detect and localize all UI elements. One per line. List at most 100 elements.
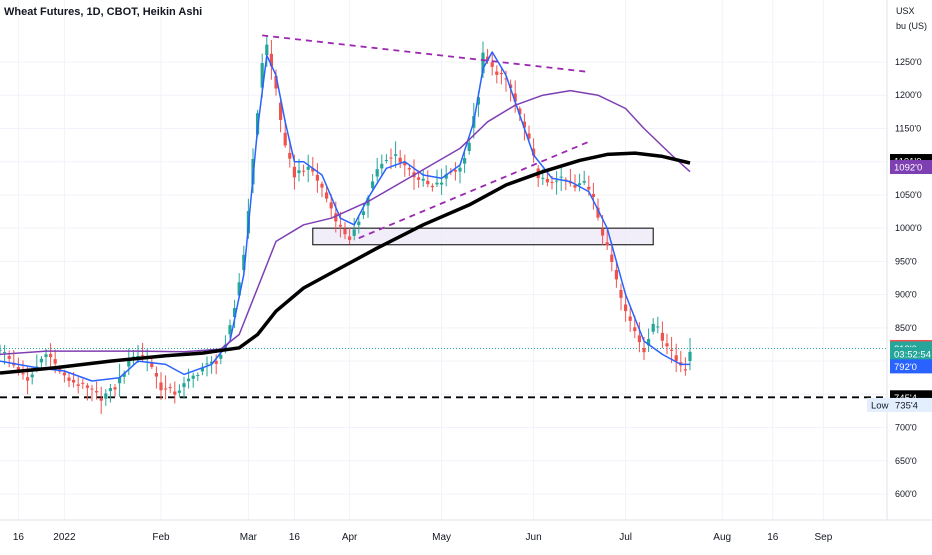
candle-down: [274, 75, 278, 89]
candle-up: [394, 154, 398, 156]
candle-down: [490, 62, 494, 67]
candle-down: [601, 228, 605, 236]
x-tick-label: 16: [13, 532, 25, 543]
trendline: [358, 140, 590, 239]
candle-down: [518, 108, 522, 115]
candle-down: [398, 157, 402, 163]
candle-down: [154, 373, 158, 377]
candle-down: [67, 377, 71, 381]
candle-up: [191, 375, 195, 379]
moving-average-fast: [0, 51, 690, 382]
candle-up: [357, 221, 361, 226]
candle-up: [481, 52, 485, 74]
candle-down: [499, 72, 503, 75]
candle-up: [444, 174, 448, 179]
candle-up: [196, 374, 200, 376]
candle-down: [633, 327, 637, 332]
grid-lines: [0, 0, 887, 520]
candle-down: [279, 102, 283, 120]
y-tick-label: 1050'0: [895, 190, 922, 200]
candle-down: [85, 385, 89, 388]
candle-up: [210, 361, 214, 364]
candle-down: [453, 169, 457, 172]
x-tick-label: 2022: [53, 532, 76, 543]
x-tick-label: May: [432, 532, 451, 543]
trendlines-layer: [262, 34, 590, 239]
candle-up: [541, 177, 545, 179]
candle-down: [504, 78, 508, 80]
candle-down: [619, 289, 623, 298]
candle-down: [614, 269, 618, 280]
candle-down: [62, 372, 66, 376]
candle-up: [200, 367, 204, 372]
candle-down: [660, 332, 664, 341]
candle-down: [550, 181, 554, 183]
candle-down: [674, 355, 678, 362]
candle-down: [168, 387, 172, 389]
candle-down: [7, 355, 11, 359]
candle-down: [683, 369, 687, 371]
low-marker-value: 735'4: [895, 400, 918, 411]
horizontal-lines-layer: [0, 347, 887, 399]
candle-down: [605, 242, 609, 246]
candle-up: [131, 356, 135, 358]
candle-up: [458, 167, 462, 172]
candle-down: [159, 382, 163, 391]
candle-down: [150, 362, 154, 368]
y-tick-label: 650'0: [895, 456, 917, 466]
candle-down: [389, 157, 393, 159]
candle-down: [532, 148, 536, 156]
axis-unit-line1: USX: [896, 6, 915, 16]
candle-down: [334, 213, 338, 222]
price-label-bg: [890, 359, 932, 374]
candle-down: [522, 121, 526, 128]
candle-down: [311, 168, 315, 172]
candle-up: [435, 182, 439, 185]
candle-up: [380, 163, 384, 169]
candle-down: [99, 398, 103, 401]
trendline: [262, 34, 589, 73]
candle-down: [95, 391, 99, 393]
candle-down: [338, 224, 342, 227]
y-tick-label: 1000'0: [895, 223, 922, 233]
candle-up: [182, 383, 186, 388]
price-label-text: 1092'0: [894, 163, 922, 174]
candle-up: [375, 169, 379, 177]
candle-down: [269, 53, 273, 67]
price-label-text: 792'0: [894, 362, 917, 373]
candle-up: [104, 393, 108, 399]
candle-up: [118, 377, 122, 384]
low-marker-label: Low: [871, 400, 889, 411]
candle-up: [127, 360, 131, 367]
candle-up: [108, 388, 112, 392]
candle-down: [53, 359, 57, 364]
chart-title: Wheat Futures, 1D, CBOT, Heikin Ashi: [4, 6, 203, 18]
candle-down: [81, 382, 85, 384]
candle-down: [348, 236, 352, 240]
candle-down: [26, 377, 30, 381]
candle-down: [315, 174, 319, 181]
price-axis[interactable]: 1250'01200'01150'01100'01050'01000'0950'…: [895, 57, 922, 499]
candle-up: [559, 176, 563, 178]
candle-down: [21, 373, 25, 375]
candle-down: [670, 349, 674, 351]
candle-down: [596, 207, 600, 218]
y-tick-label: 600'0: [895, 489, 917, 499]
candle-down: [642, 347, 646, 353]
candle-up: [440, 182, 444, 185]
candle-down: [302, 170, 306, 172]
candle-up: [463, 158, 467, 164]
price-labels: 1101'01092'0821'2819'003:52:54792'0745'4…: [867, 154, 932, 412]
candle-down: [90, 388, 94, 390]
x-tick-label: Mar: [240, 532, 258, 543]
candle-up: [582, 181, 586, 183]
candle-down: [141, 354, 145, 356]
candle-up: [421, 178, 425, 181]
candle-down: [610, 254, 614, 262]
candle-up: [467, 142, 471, 151]
time-axis[interactable]: 16 2022 Feb Mar 16 Apr May Jun Jul Aug 16 Sep: [13, 532, 833, 543]
axis-unit-line2: bu (US): [896, 21, 928, 31]
candle-down: [587, 186, 591, 190]
